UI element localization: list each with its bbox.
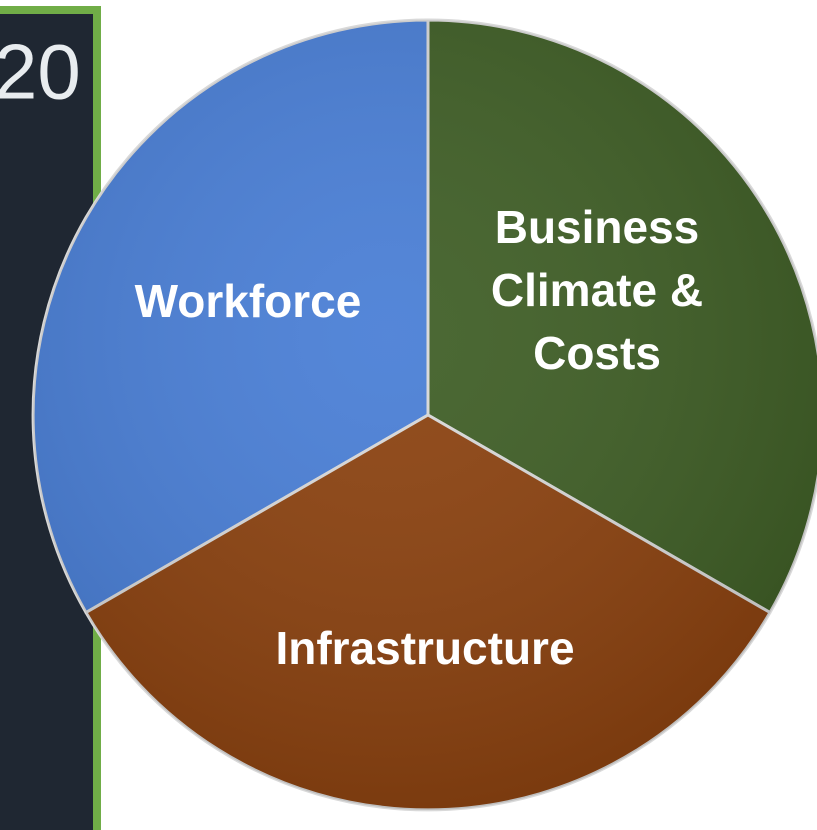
segment-label: Costs [533, 327, 661, 379]
pie [31, 18, 817, 812]
labels: Workforce Business Climate & Costs Infrastru… [135, 201, 703, 674]
segment-label: Climate & [491, 264, 703, 316]
pie-shade [33, 20, 817, 810]
segment-label: Infrastructure [275, 622, 574, 674]
segment-label: Business [495, 201, 700, 253]
segment-label: Workforce [135, 275, 362, 327]
side-panel-text: 20 [0, 28, 81, 116]
